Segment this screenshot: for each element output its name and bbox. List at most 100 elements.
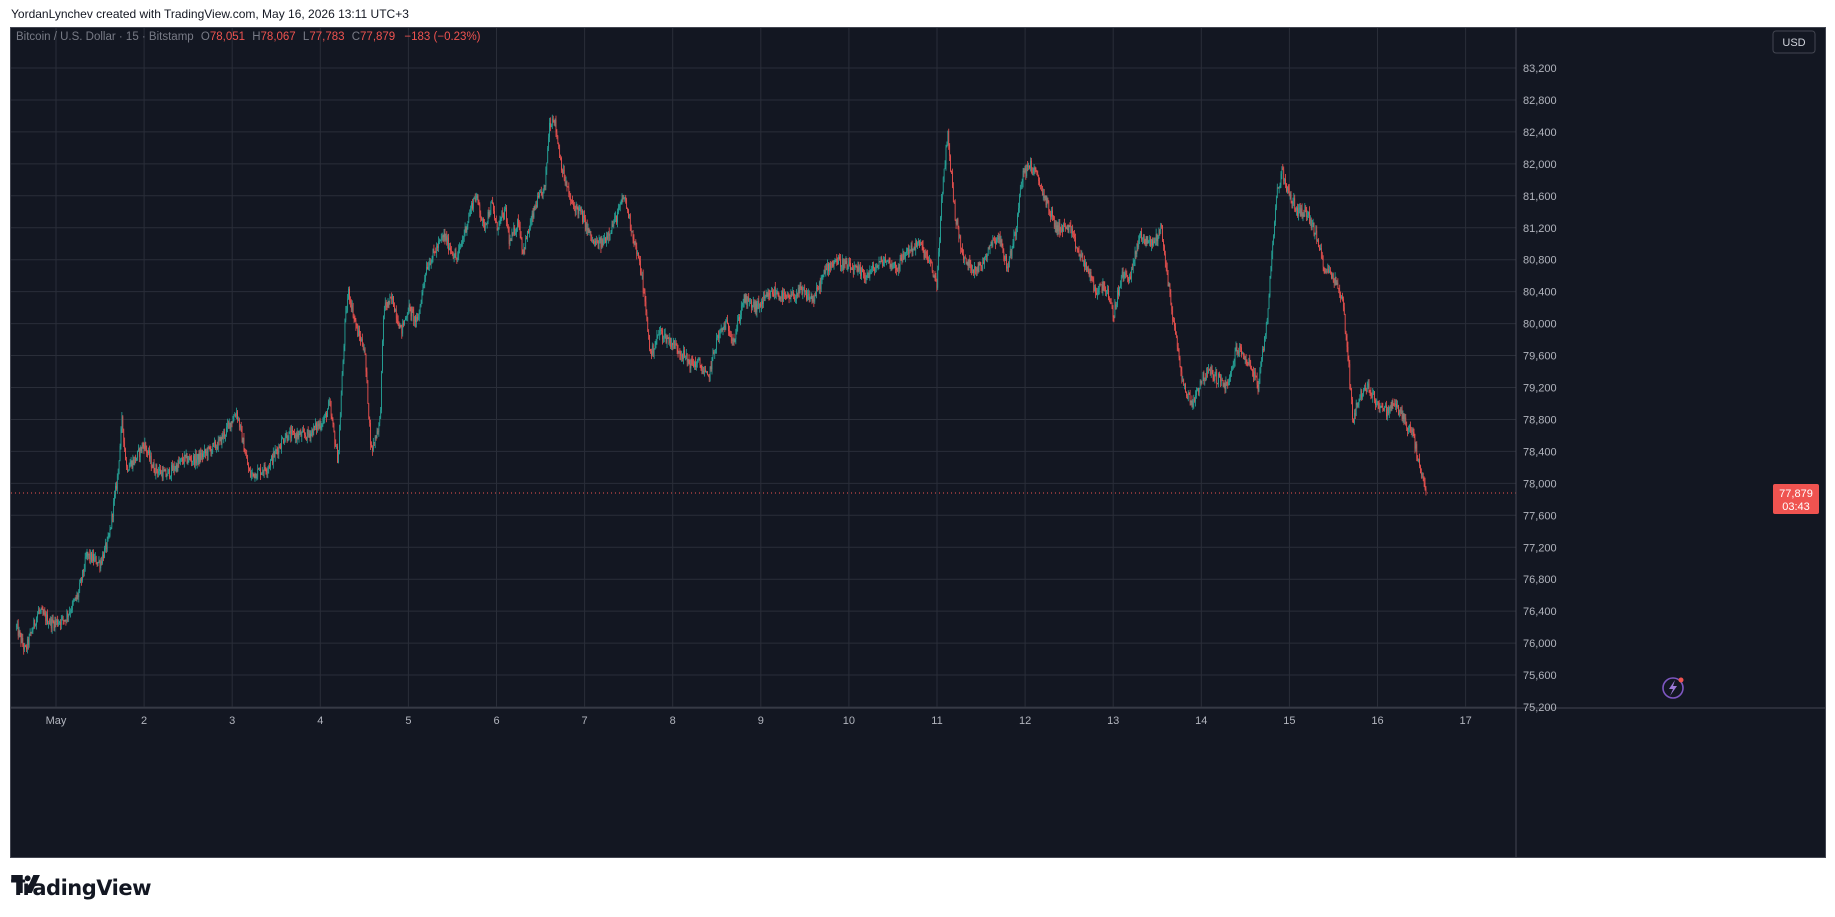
candle-body xyxy=(741,305,743,307)
candle-body xyxy=(1209,370,1211,374)
candle-body xyxy=(198,453,200,463)
candle-body xyxy=(1278,187,1280,189)
candle-body xyxy=(1227,383,1229,386)
candle-body xyxy=(97,562,99,565)
candle-body xyxy=(561,158,562,171)
candle-body xyxy=(153,463,155,473)
candle-body xyxy=(70,611,71,613)
candle-body xyxy=(1235,346,1237,352)
candle-body xyxy=(1285,179,1286,185)
candle-body xyxy=(1332,274,1334,281)
candle-body xyxy=(1219,373,1220,377)
candle-body xyxy=(344,320,346,346)
candle-body xyxy=(401,324,403,334)
candle-body xyxy=(305,434,306,437)
lightning-icon[interactable] xyxy=(1662,677,1684,699)
candle-body xyxy=(242,437,244,443)
candle-body xyxy=(546,162,548,170)
price-axis[interactable]: 75,20075,60076,00076,40076,80077,20077,6… xyxy=(1523,63,1557,714)
candle-body xyxy=(1085,262,1086,267)
candle-body xyxy=(186,453,188,464)
candle-body xyxy=(133,459,135,464)
candle-body xyxy=(552,118,554,121)
time-tick-label: 15 xyxy=(1283,715,1295,727)
candle-body xyxy=(1042,193,1044,196)
candle-body xyxy=(1396,403,1397,407)
candle-body xyxy=(1059,222,1061,233)
candle-body xyxy=(596,239,598,243)
chart-panel[interactable]: 75,200 75,600 76,000 76,400 76,800 77,200 77,6… xyxy=(10,27,1826,858)
candle-body xyxy=(1013,234,1015,244)
candle-body xyxy=(758,300,760,308)
candle-body xyxy=(529,229,530,233)
price-chart[interactable]: 75,20075,60076,00076,40076,80077,20077,6… xyxy=(11,28,1826,858)
candle-body xyxy=(219,437,221,441)
candle-body xyxy=(26,646,27,650)
candle-body xyxy=(1320,248,1321,251)
candle-body xyxy=(762,301,763,304)
candle-body xyxy=(1019,187,1021,196)
candle-body xyxy=(234,415,236,417)
price-tick-label: 83,200 xyxy=(1523,63,1557,75)
candle-body xyxy=(959,236,961,238)
candle-body xyxy=(1230,372,1231,378)
candle-body xyxy=(365,354,367,372)
candle-body xyxy=(858,266,860,271)
candle-body xyxy=(206,451,208,457)
candle-body xyxy=(982,262,984,270)
candle-body xyxy=(856,266,858,272)
candle-body xyxy=(521,238,523,250)
candle-body xyxy=(944,165,946,169)
candle-body xyxy=(1251,368,1252,370)
candle-body xyxy=(1369,392,1371,394)
candle-body xyxy=(715,349,716,351)
candle-body xyxy=(1131,269,1132,279)
candle-body xyxy=(1035,168,1037,172)
candle-body xyxy=(904,256,906,258)
candle-body xyxy=(1304,207,1306,217)
candle-body xyxy=(1190,400,1192,403)
currency-button[interactable]: USD xyxy=(1772,30,1816,54)
candle-body xyxy=(1228,381,1229,386)
candle-body xyxy=(1295,209,1296,211)
candle-body xyxy=(50,618,52,629)
candle-body xyxy=(888,259,890,261)
candle-body xyxy=(1419,458,1420,466)
candle-body xyxy=(265,469,267,473)
candle-body xyxy=(1010,250,1012,256)
time-axis[interactable]: May 2 3 4 5 6 7 8 9 10 11 12 13 14 15 16 17 xyxy=(46,715,1472,727)
candle-body xyxy=(1043,193,1045,199)
candle-body xyxy=(1283,169,1285,181)
candle-body xyxy=(727,320,728,325)
candle-body xyxy=(1078,250,1080,257)
candle-body xyxy=(1125,273,1127,275)
candle-body xyxy=(807,294,808,300)
candle-body xyxy=(968,260,970,266)
candle-body xyxy=(316,423,317,430)
candle-body xyxy=(1269,276,1271,296)
candle-body xyxy=(477,195,479,201)
candle-body xyxy=(361,338,363,346)
candle-body xyxy=(262,471,264,473)
tradingview-brand[interactable]: TradingView xyxy=(11,875,151,901)
candle-body xyxy=(416,317,417,322)
candle-body xyxy=(567,186,569,188)
candle-body xyxy=(1412,429,1414,432)
candle-body xyxy=(41,608,43,610)
candle-body xyxy=(929,260,930,262)
candle-body xyxy=(785,293,786,297)
candle-body xyxy=(1345,331,1347,336)
candle-body xyxy=(1328,268,1330,273)
candle-body xyxy=(98,561,100,563)
candle-body xyxy=(1126,274,1128,277)
candle-body xyxy=(1309,211,1310,224)
candle-body xyxy=(1097,292,1098,295)
candle-body xyxy=(425,273,427,279)
candle-body xyxy=(976,267,978,272)
candle-body xyxy=(1253,371,1254,378)
candle-body xyxy=(1107,289,1108,291)
price-tick-label: 80,800 xyxy=(1523,255,1557,267)
candle-body xyxy=(405,317,406,320)
candle-body xyxy=(166,476,168,477)
candle-body xyxy=(998,235,1000,240)
